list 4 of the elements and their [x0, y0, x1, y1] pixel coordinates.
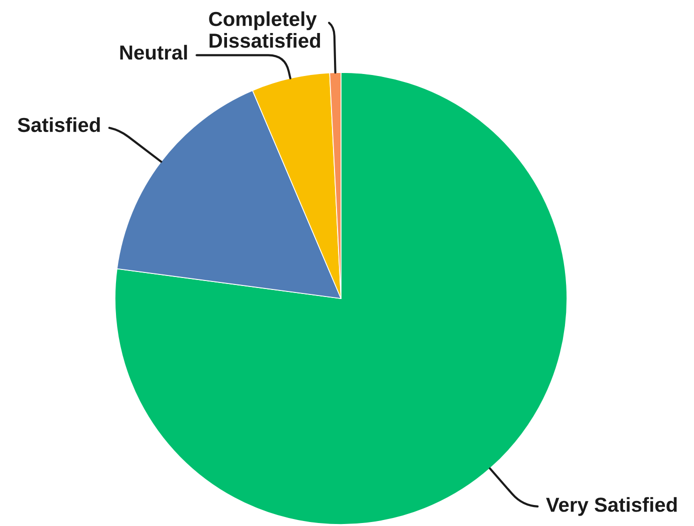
slice-label: Neutral — [120, 44, 187, 60]
slice-label: Satisfied — [18, 117, 100, 132]
slice-label: Very Satisfied — [546, 497, 677, 516]
slice-label: Completely Dissatisfied — [209, 11, 320, 48]
